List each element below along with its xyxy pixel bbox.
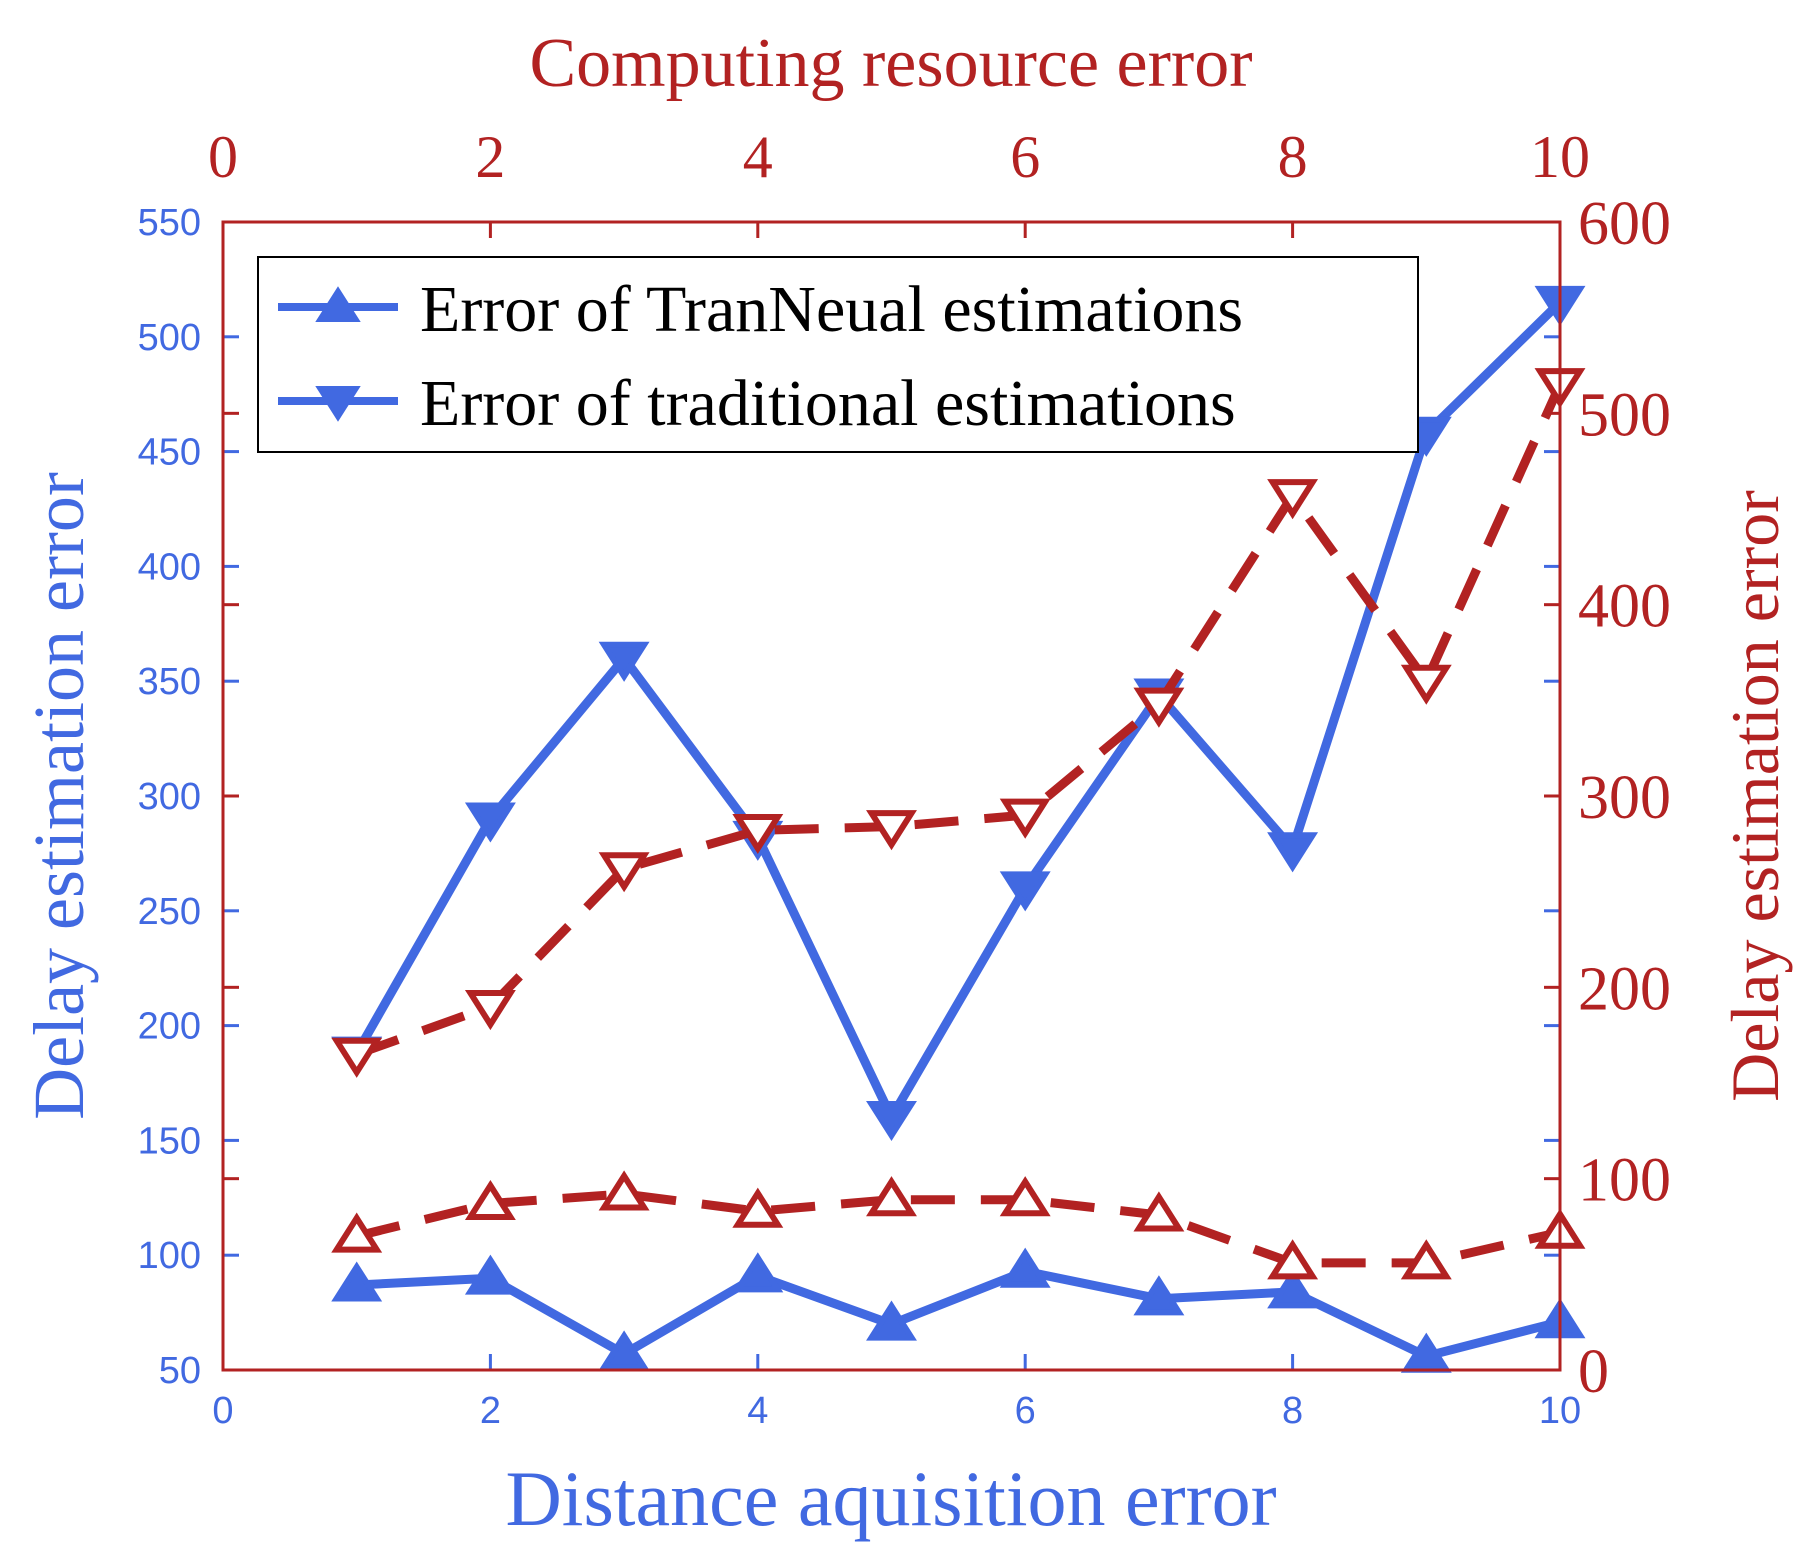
y-right-tick-label: 0 [1578,1338,1609,1406]
x-axis-top-title: Computing resource error [529,25,1252,102]
series-0-marker [1267,1268,1319,1309]
series-2-marker [999,1176,1051,1217]
y-left-tick-label: 300 [138,776,201,818]
series-2-marker [598,1170,650,1211]
series-0-marker [1133,1275,1185,1316]
y-axis-left-title: Delay estimation error [19,472,99,1120]
series-0-marker [464,1254,516,1295]
series-3-marker [1133,687,1185,728]
y-left-tick-label: 500 [138,317,201,359]
series-1-marker [866,1100,917,1142]
legend-box [257,256,1419,453]
y-left-tick-label: 550 [138,202,201,244]
series-2-marker [1267,1239,1319,1280]
y-left-tick-label: 100 [138,1235,201,1277]
y-left-tick-label: 400 [138,546,201,588]
x-bottom-tick-label: 0 [212,1390,233,1432]
series-3-marker [598,852,650,893]
series-3-marker [1400,664,1452,705]
series-1-marker [464,802,516,843]
x-bottom-tick-label: 10 [1539,1390,1581,1432]
x-top-tick-label: 8 [1278,124,1308,190]
series-3-marker [999,798,1051,839]
series-0-marker [732,1252,784,1293]
y-right-tick-label: 500 [1578,381,1671,449]
x-top-tick-label: 10 [1530,124,1590,190]
legend-label-traditional: Error of traditional estimations [420,367,1236,440]
series-0-marker [999,1247,1051,1288]
legend: Error of TranNeual estimations Error of … [257,256,1419,453]
y-right-tick-label: 100 [1578,1147,1671,1215]
series-0-line [356,1266,1562,1361]
y-right-tick-label: 400 [1578,573,1671,641]
y-left-tick-label: 250 [138,891,201,933]
x-top-tick-label: 0 [208,124,238,190]
series-0-marker [331,1261,383,1302]
series-1-line [352,299,1564,1122]
y-left-tick-label: 200 [138,1006,201,1048]
series-2-marker [1133,1191,1185,1232]
x-bottom-tick-label: 2 [480,1390,501,1432]
x-bottom-tick-label: 4 [747,1390,768,1432]
series-2-line [355,1189,1562,1268]
series-1-marker [598,641,650,682]
series-2-marker [866,1176,917,1217]
tick-layer: 0 2 4 6 8 100 2 4 6 8 1050100150200250300350400450… [138,124,1671,1432]
y-right-tick-label: 600 [1578,190,1671,258]
legend-label-tranneual: Error of TranNeual estimations [420,273,1243,346]
series-3-marker [464,989,516,1031]
series-2-marker [732,1187,784,1228]
y-right-tick-label: 300 [1578,764,1671,832]
y-left-tick-label: 150 [138,1120,201,1162]
plot-area-frame [221,220,1562,1372]
series-3-marker [331,1037,383,1078]
y-right-tick-label: 200 [1578,955,1671,1023]
series-3-line [355,382,1565,1059]
y-left-tick-label: 450 [138,432,201,474]
series-1-marker [1267,832,1319,873]
series-layer [331,285,1586,1373]
legend-marker-triangle-down [315,386,361,422]
x-bottom-tick-label: 6 [1015,1390,1036,1432]
legend-marker-triangle-up [315,286,361,322]
series-3-marker [1267,479,1319,520]
x-top-tick-label: 4 [743,124,773,190]
series-1-marker [999,871,1051,912]
x-bottom-tick-label: 8 [1282,1390,1303,1432]
y-axis-right-title: Delay estimation error [1717,490,1793,1102]
series-2-marker [331,1212,383,1253]
series-3-marker [732,813,784,855]
series-2-marker [1400,1239,1452,1280]
x-top-tick-label: 2 [475,124,505,190]
y-left-tick-label: 350 [138,661,201,703]
series-0-marker [866,1300,917,1341]
x-axis-bottom-title: Distance aquisition error [505,1455,1276,1542]
series-3-marker [866,810,917,851]
series-0-marker [598,1330,650,1371]
y-left-tick-label: 50 [159,1350,201,1392]
series-2-marker [464,1179,516,1221]
x-top-tick-label: 6 [1010,124,1040,190]
